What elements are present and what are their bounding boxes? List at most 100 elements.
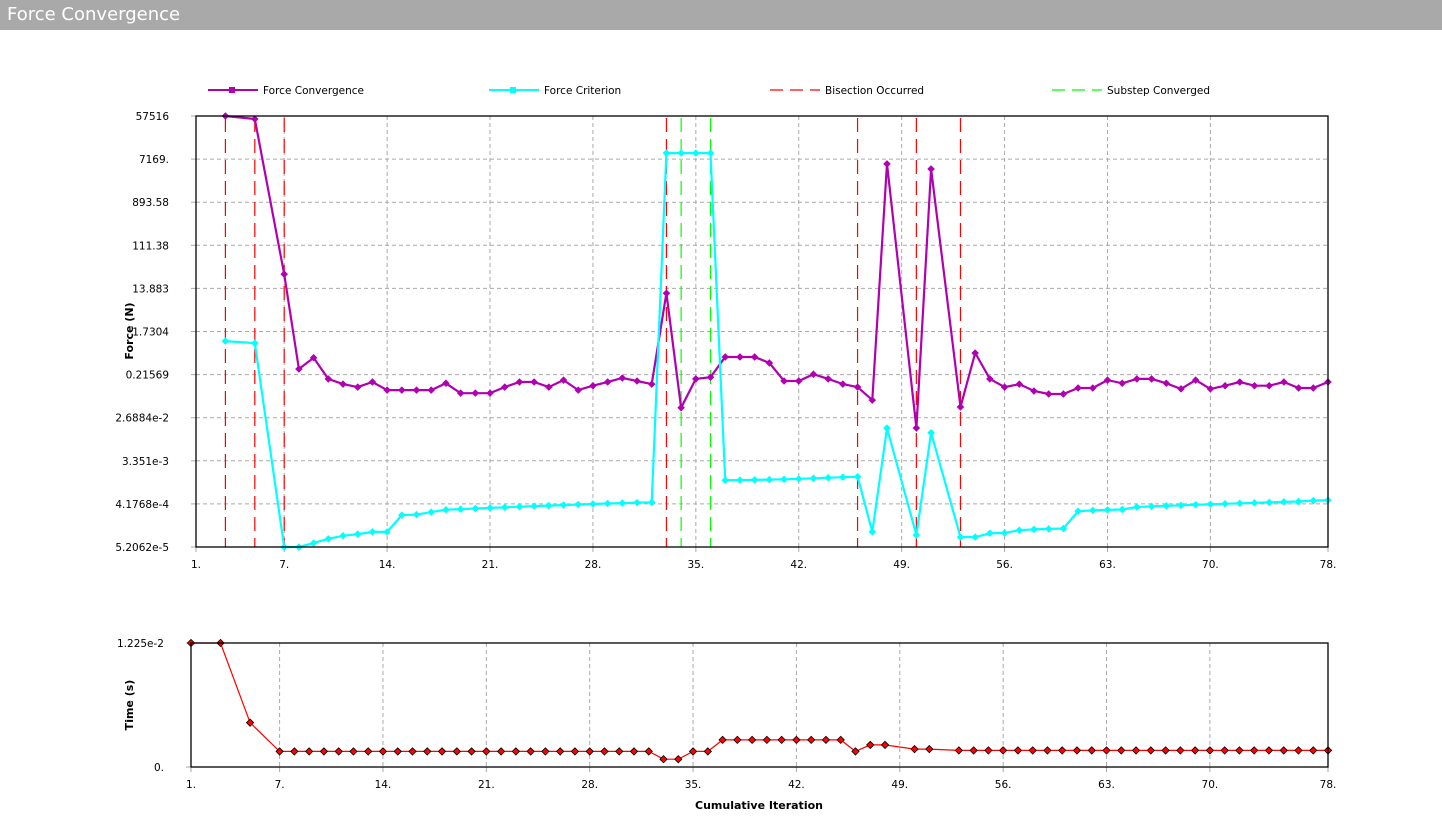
legend-label: Bisection Occurred [825, 85, 924, 97]
time-point [570, 747, 580, 756]
force-convergence-point [442, 379, 450, 388]
time-point [555, 747, 565, 756]
force-convergence-point [809, 370, 818, 378]
time-point [1058, 746, 1067, 755]
time-point [969, 746, 978, 755]
x-tick-label: 14. [375, 779, 392, 791]
force-criterion-point [1059, 524, 1068, 533]
y-tick-label: 5.2062e-5 [115, 542, 169, 554]
force-convergence-point [500, 383, 509, 391]
time-point [1028, 746, 1037, 755]
force-criterion-point [750, 476, 759, 484]
time-point [703, 747, 712, 756]
force-convergence-point [927, 165, 935, 173]
force-criterion-point [971, 533, 979, 541]
force-criterion-point [574, 500, 582, 509]
y-tick-label: 1.7304 [132, 327, 169, 339]
x-tick-label: 49. [893, 559, 910, 571]
time-point [1235, 746, 1244, 755]
force-convergence-point [559, 376, 568, 384]
time-point [541, 747, 550, 756]
force-criterion-point [221, 337, 230, 345]
force-criterion-point [309, 539, 318, 547]
force-criterion-point [883, 424, 891, 432]
legend: Force Convergence Force Criterion Bisectio… [208, 85, 1210, 97]
time-point [733, 735, 742, 745]
x-tick-label: 56. [996, 559, 1013, 571]
force-criterion-point [1191, 501, 1200, 509]
force-convergence-point [280, 270, 288, 278]
force-convergence-point [603, 378, 612, 386]
y-tick-label: 13.883 [132, 283, 169, 295]
force-criterion-point [677, 149, 685, 157]
time-point [1102, 746, 1111, 755]
x-tick-label: 63. [1099, 559, 1116, 571]
time-point [954, 746, 964, 755]
force-convergence-point [971, 349, 979, 357]
force-criterion-point [809, 474, 818, 483]
time-point [304, 747, 314, 756]
force-criterion-point [1280, 498, 1288, 506]
force-convergence-point [1000, 383, 1009, 391]
force-criterion-point [471, 504, 480, 513]
force-convergence-point [1133, 375, 1141, 383]
force-criterion-point [339, 532, 347, 540]
legend-label: Force Convergence [263, 85, 364, 97]
time-point [364, 747, 373, 756]
time-point [984, 746, 993, 755]
y-tick-label: 111.38 [132, 240, 169, 252]
force-convergence-point [721, 353, 730, 361]
force-criterion-point [618, 499, 627, 507]
window-title-bar: Force Convergence [0, 0, 1442, 30]
legend-label: Substep Converged [1107, 85, 1210, 97]
force-convergence-point [780, 377, 788, 385]
time-point [910, 744, 919, 754]
time-point [1176, 746, 1185, 755]
time-point [836, 735, 845, 745]
force-criterion-point [515, 502, 524, 511]
force-convergence-point [1265, 381, 1273, 390]
force-criterion-point [1133, 503, 1141, 511]
force-convergence-point [427, 386, 435, 394]
force-convergence-point [1015, 380, 1024, 388]
force-criterion-point [398, 511, 406, 519]
y-tick-label: 57516 [136, 111, 170, 123]
force-criterion-point [559, 501, 568, 509]
force-convergence-point [736, 353, 744, 361]
force-convergence-point [633, 377, 641, 385]
force-convergence-point [794, 377, 803, 385]
force-criterion-point [486, 504, 494, 512]
time-point [674, 755, 683, 764]
force-criterion-point [706, 149, 715, 157]
x-tick-label: 28. [581, 779, 598, 791]
time-point [585, 747, 594, 756]
force-convergence-point [456, 389, 465, 397]
force-criterion-point [912, 531, 921, 539]
force-convergence-point [618, 374, 627, 382]
force-criterion-point [986, 529, 994, 538]
force-convergence-point [912, 424, 921, 432]
force-criterion-point [956, 533, 965, 541]
y-axis-title-force: Force (N) [123, 302, 136, 359]
time-point [998, 746, 1008, 755]
force-convergence-point [1147, 375, 1156, 383]
force-convergence-point [868, 396, 877, 404]
force-convergence-point [383, 386, 391, 394]
force-convergence-point [706, 373, 715, 381]
time-point [1146, 746, 1155, 755]
time-point [1087, 746, 1096, 755]
time-point [511, 747, 521, 756]
force-convergence-point [853, 383, 862, 391]
time-point [821, 735, 831, 745]
y-tick-label: 893.58 [132, 197, 169, 209]
time-plot: 1. 7. 14. 21. 28. 35. 42. 49. 56. 63. 70. 78. 1.225e… [117, 638, 1336, 791]
force-convergence-point [574, 386, 582, 394]
time-point [1309, 746, 1318, 755]
force-criterion-point [1147, 502, 1156, 511]
force-criterion-point [1206, 500, 1215, 509]
force-criterion-point [927, 428, 935, 437]
x-tick-label: 7. [279, 559, 289, 571]
force-criterion-point [1294, 497, 1303, 506]
x-axis-title: Cumulative Iteration [695, 799, 823, 812]
time-point [807, 735, 816, 745]
